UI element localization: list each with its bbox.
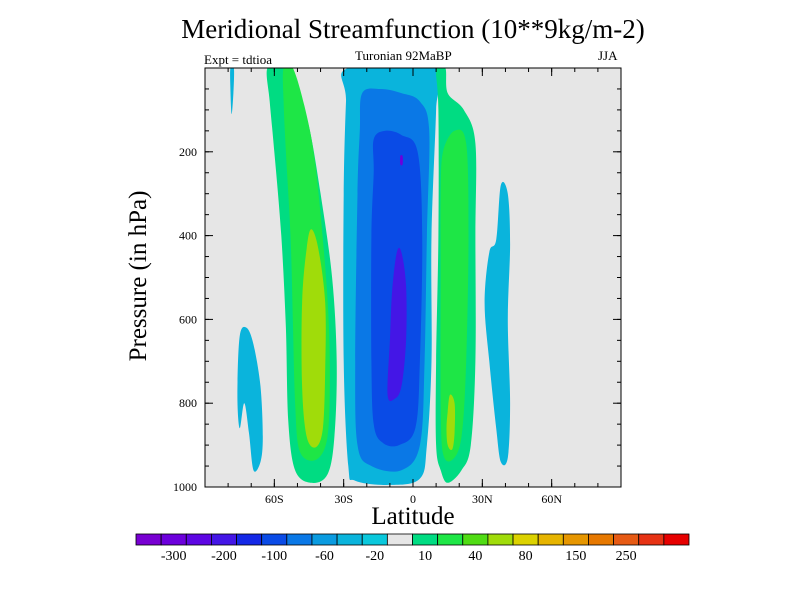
colorbar-swatch <box>160 533 187 546</box>
colorbar-swatch <box>588 533 614 546</box>
colorbar-label: 80 <box>519 549 533 564</box>
contour-pos80 <box>446 394 456 451</box>
x-tick-label: 60N <box>541 492 562 506</box>
colorbar-swatch <box>412 533 439 546</box>
colorbar-swatch <box>236 533 263 546</box>
colorbar-label: -60 <box>315 549 334 564</box>
contour-neg20 <box>484 181 511 466</box>
x-tick-label: 0 <box>410 492 416 506</box>
colorbar-swatch <box>663 533 690 546</box>
chart-subtitle: Turonian 92MaBP <box>355 48 452 63</box>
colorbar-swatch <box>462 533 489 546</box>
northern-positive-cell <box>435 68 477 483</box>
colorbar-swatch <box>437 533 464 546</box>
contour-neg300 <box>400 154 403 166</box>
contour-neg200 <box>387 247 407 402</box>
x-tick-label: 60S <box>265 492 284 506</box>
colorbar-swatch <box>135 533 162 546</box>
colorbar-swatch <box>537 533 564 546</box>
colorbar-label: -200 <box>211 549 237 564</box>
colorbar-swatch <box>487 533 514 546</box>
southern-positive-cell <box>266 68 337 483</box>
colorbar-label: -300 <box>161 549 187 564</box>
y-tick-label: 1000 <box>173 480 197 494</box>
colorbar-swatch <box>311 533 338 546</box>
colorbar-swatch <box>211 533 237 546</box>
colorbar-swatch <box>512 533 539 546</box>
contour-layer <box>230 68 511 485</box>
contour-pos80 <box>301 229 326 448</box>
colorbar-label: 10 <box>418 549 432 564</box>
y-tick-label: 400 <box>179 229 197 243</box>
y-tick-label: 600 <box>179 312 197 326</box>
colorbar-label: 150 <box>565 549 586 564</box>
polar-thin-cell <box>230 68 235 115</box>
colorbar-swatch <box>361 533 388 546</box>
colorbar-label: 40 <box>468 549 482 564</box>
colorbar-swatch <box>261 533 288 546</box>
colorbar-label: 250 <box>616 549 637 564</box>
chart-title: Meridional Streamfunction (10**9kg/m-2) <box>181 14 645 44</box>
x-tick-label: 30N <box>472 492 493 506</box>
season-label: JJA <box>598 48 618 63</box>
axes: 60S 30S 0 30N 60N 200 400 600 800 1000 <box>173 67 622 506</box>
contour-neg20 <box>230 68 235 115</box>
colorbar-swatch <box>562 533 589 546</box>
colorbar-swatch <box>185 533 212 546</box>
colorbar-swatch <box>336 533 363 546</box>
contour-pos40 <box>440 129 469 462</box>
contour-neg20 <box>237 326 263 472</box>
equatorial-negative-cell <box>341 68 443 485</box>
x-axis-label: Latitude <box>371 503 455 530</box>
colorbar-label: -100 <box>261 549 287 564</box>
colorbar-swatch <box>286 533 313 546</box>
colorbar: -300 -200 -100 -60 -20 10 40 80 150 250 <box>135 533 690 564</box>
northern-negative-cell <box>484 181 511 466</box>
y-tick-label: 200 <box>179 145 197 159</box>
colorbar-swatch <box>638 533 665 546</box>
x-tick-label: 30S <box>334 492 353 506</box>
colorbar-label: -20 <box>365 549 384 564</box>
colorbar-swatch <box>386 533 413 546</box>
experiment-label: Expt = tdtioa <box>204 52 272 67</box>
y-tick-label: 800 <box>179 396 197 410</box>
colorbar-swatch <box>613 533 640 546</box>
high-latitude-negative-cell <box>237 326 263 472</box>
